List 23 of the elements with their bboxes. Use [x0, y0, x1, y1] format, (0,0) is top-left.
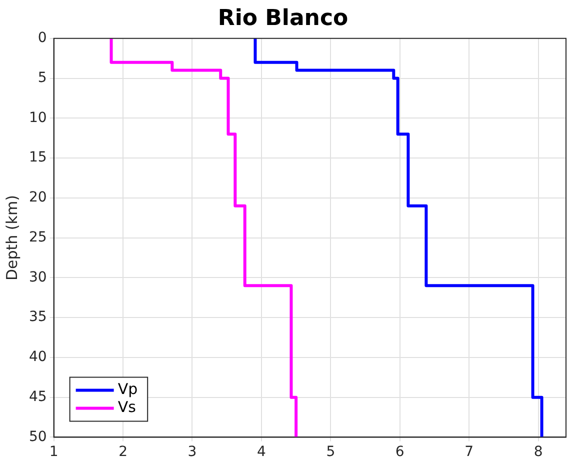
y-tick-label: 10 [28, 110, 47, 126]
y-tick-label: 15 [28, 150, 47, 166]
y-tick-label: 45 [28, 388, 47, 405]
y-tick-label: 25 [28, 229, 47, 246]
x-tick-label: 1 [49, 444, 58, 460]
x-tick-label: 5 [326, 444, 336, 460]
y-axis-title: Depth (km) [2, 195, 21, 281]
y-tick-label: 20 [28, 190, 47, 206]
y-tick-label: 30 [28, 269, 47, 286]
legend-label: Vs [118, 398, 136, 416]
y-tick-label: 50 [28, 428, 47, 445]
x-tick-label: 8 [534, 444, 543, 460]
x-tick-label: 4 [256, 444, 266, 460]
legend-label: Vp [118, 380, 138, 398]
x-tick-label: 2 [118, 444, 128, 460]
x-tick-label: 6 [395, 444, 404, 460]
chart-title: Rio Blanco [218, 6, 348, 31]
x-tick-label: 3 [188, 444, 197, 460]
x-tick-label: 7 [464, 444, 474, 460]
y-tick-label: 5 [38, 70, 47, 86]
y-tick-label: 35 [28, 309, 47, 326]
y-tick-label: 40 [28, 349, 47, 366]
y-tick-label: 0 [38, 30, 47, 46]
